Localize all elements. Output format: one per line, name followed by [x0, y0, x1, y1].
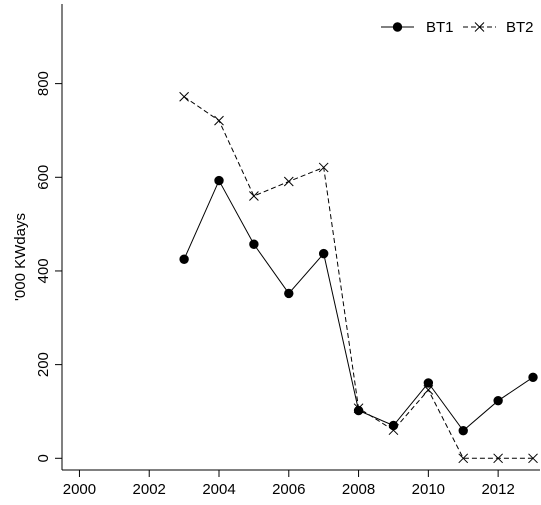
point-bt1-2007 — [318, 248, 329, 259]
point-bt2-2005 — [249, 191, 259, 201]
series-line-bt2 — [183, 96, 534, 459]
x-tick-label-2000: 2000 — [63, 481, 96, 498]
series-line-bt1 — [183, 179, 534, 432]
y-axis-ticks: 0 200 400 600 800 — [35, 71, 62, 462]
point-bt1-2011 — [458, 425, 468, 436]
point-bt2-2006 — [283, 176, 294, 187]
point-bt2-2011 — [458, 453, 469, 464]
y-tick-label-600: 600 — [35, 165, 52, 190]
point-bt2-2009 — [388, 425, 399, 436]
point-bt2-2013 — [528, 453, 538, 464]
point-bt1-2013 — [528, 372, 538, 382]
x-tick-label-2004: 2004 — [202, 481, 235, 498]
point-bt1-2003 — [179, 254, 189, 264]
series-bt1 — [179, 175, 538, 436]
point-bt2-2008 — [353, 403, 364, 414]
point-bt1-2010 — [423, 378, 434, 388]
legend-marker-bt1 — [392, 22, 403, 32]
legend-label-bt1: BT1 — [426, 19, 454, 36]
series-layer — [179, 91, 538, 464]
x-tick-label-2002: 2002 — [133, 481, 166, 498]
y-tick-label-400: 400 — [35, 258, 52, 283]
point-bt2-2003 — [179, 91, 189, 102]
point-bt2-2007 — [318, 162, 329, 173]
axes — [61, 4, 540, 471]
x-tick-label-2008: 2008 — [342, 481, 375, 498]
x-tick-label-2006: 2006 — [272, 481, 305, 498]
point-bt2-2012 — [493, 453, 503, 464]
point-bt2-2010 — [423, 385, 434, 395]
point-bt1-2004 — [214, 175, 224, 186]
y-axis-title: '000 KWdays — [12, 213, 29, 301]
point-bt1-2005 — [249, 239, 259, 249]
point-bt1-2012 — [493, 395, 503, 406]
series-bt2 — [179, 91, 538, 464]
x-tick-label-2012: 2012 — [481, 481, 514, 498]
y-tick-label-800: 800 — [35, 71, 52, 96]
y-tick-label-0: 0 — [35, 454, 52, 462]
y-tick-label-200: 200 — [35, 352, 52, 377]
legend-label-bt2: BT2 — [506, 19, 534, 36]
legend: BT1 BT2 — [381, 19, 534, 36]
legend-marker-bt2 — [474, 22, 485, 32]
x-axis-ticks: 2000 2002 2004 2006 2008 2010 2012 — [63, 470, 515, 498]
point-bt2-2004 — [214, 115, 224, 126]
point-bt1-2006 — [284, 288, 294, 299]
x-tick-label-2010: 2010 — [412, 481, 445, 498]
